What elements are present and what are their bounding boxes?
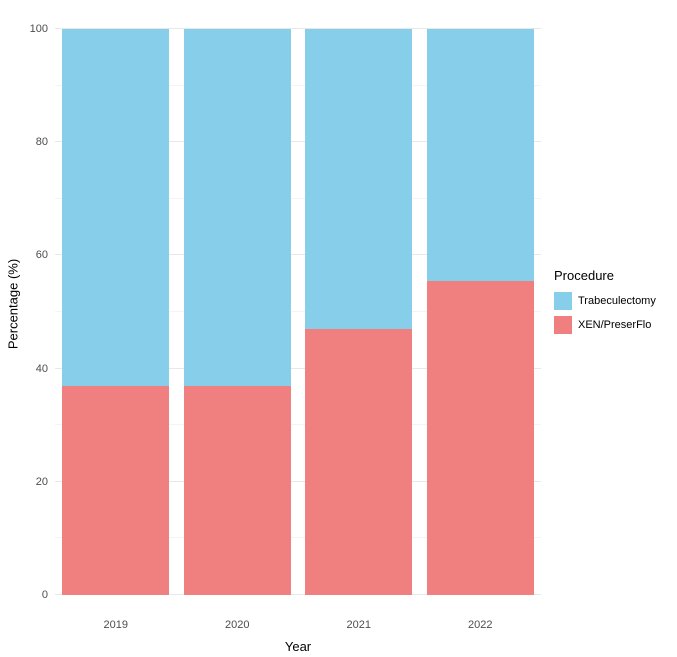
x-tick-label: 2020 — [225, 619, 250, 631]
legend-label: XEN/PreserFlo — [578, 319, 652, 331]
bar-2021 — [298, 29, 420, 595]
x-tick-label: 2019 — [103, 619, 128, 631]
gridline-minor — [55, 424, 541, 426]
x-axis-ticks: 2019 2020 2021 2022 — [55, 619, 541, 631]
bar-segment-trabeculectomy — [426, 29, 534, 281]
bars — [55, 29, 541, 595]
bar-stack — [183, 29, 291, 595]
plot-area — [55, 13, 541, 595]
gridline-major — [55, 141, 541, 143]
gridline-major — [55, 28, 541, 29]
bar-stack — [62, 29, 170, 595]
gridline-major — [55, 254, 541, 256]
y-tick-label: 100 — [29, 23, 48, 35]
bar-2022 — [420, 29, 542, 595]
x-tick-label: 2022 — [468, 619, 493, 631]
y-tick-label: 20 — [35, 475, 48, 488]
bar-2019 — [55, 29, 177, 595]
y-tick-label: 40 — [35, 362, 48, 375]
bar-segment-trabeculectomy — [183, 29, 291, 386]
bar-2020 — [177, 29, 299, 595]
bar-segment-xen-preserflo — [183, 385, 291, 595]
legend-item-xen-preserflo: XEN/PreserFlo — [554, 316, 656, 334]
gridline-major — [55, 480, 541, 482]
gridline-minor — [55, 197, 541, 199]
bar-segment-xen-preserflo — [305, 328, 413, 595]
bar-segment-xen-preserflo — [62, 385, 170, 595]
bar-segment-xen-preserflo — [426, 280, 534, 595]
legend-title: Procedure — [554, 268, 614, 283]
gridline-minor — [55, 84, 541, 86]
legend-swatch-xen-preserflo — [554, 316, 572, 334]
bar-stack — [426, 29, 534, 595]
legend-swatch-trabeculectomy — [554, 292, 572, 310]
x-axis-title: Year — [284, 639, 312, 654]
x-tick-label: 2021 — [346, 619, 371, 631]
y-tick-label: 80 — [35, 136, 48, 149]
legend-items: Trabeculectomy XEN/PreserFlo — [554, 292, 656, 334]
gridline-major — [55, 367, 541, 369]
legend-label: Trabeculectomy — [578, 295, 656, 307]
legend: Procedure Trabeculectomy XEN/PreserFlo — [554, 268, 656, 340]
gridline-minor — [55, 311, 541, 312]
y-axis-ticks: 0 20 40 60 80 100 — [16, 0, 48, 657]
bar-segment-trabeculectomy — [305, 29, 413, 329]
gridline-major — [55, 594, 541, 595]
y-tick-label: 60 — [35, 249, 48, 262]
bar-stack — [305, 29, 413, 595]
gridline-minor — [55, 537, 541, 539]
bar-segment-trabeculectomy — [62, 29, 170, 386]
y-tick-label: 0 — [41, 589, 48, 601]
gridlines — [55, 28, 541, 595]
legend-item-trabeculectomy: Trabeculectomy — [554, 292, 656, 310]
